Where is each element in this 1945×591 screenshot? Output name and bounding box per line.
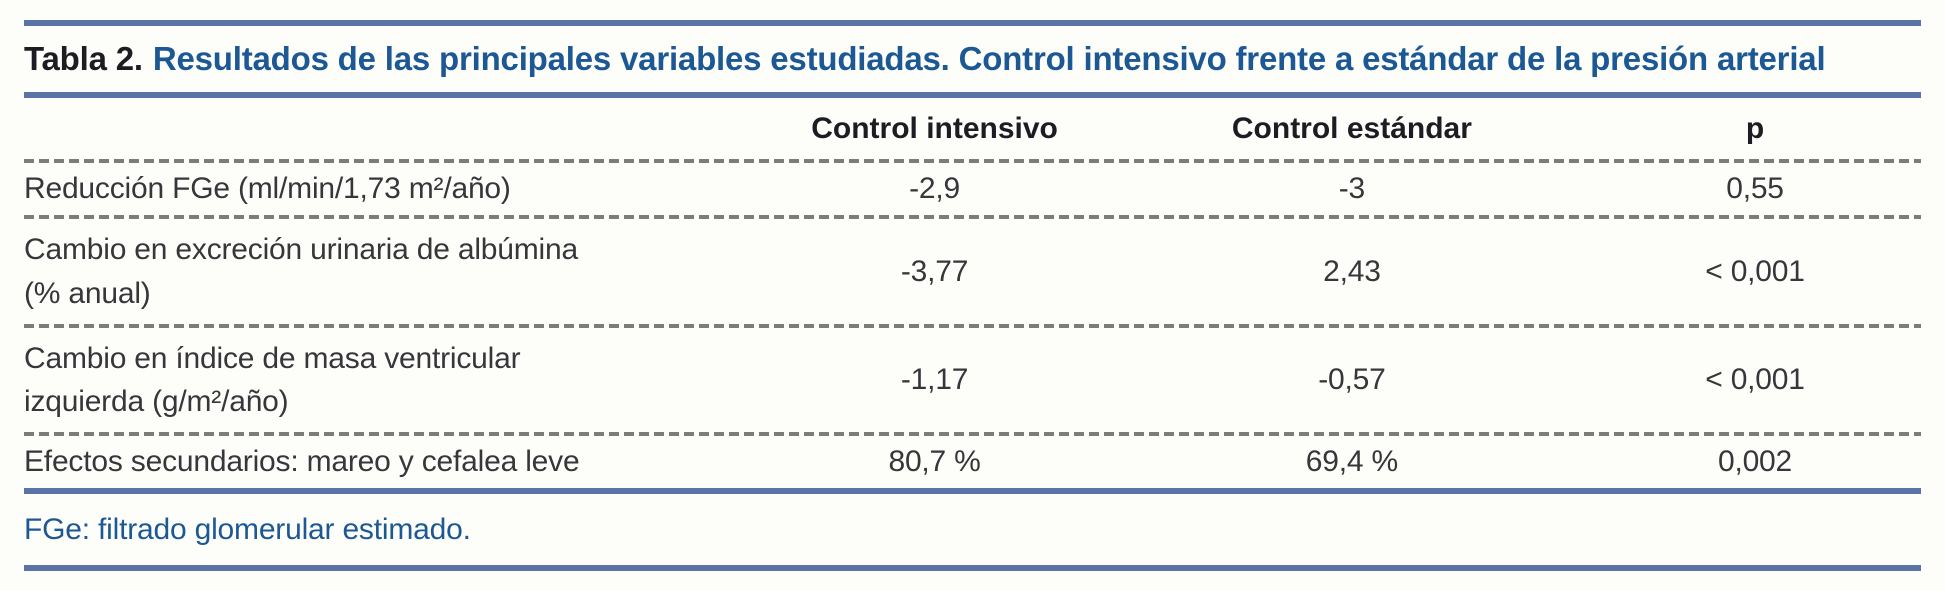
table-row: Cambio en índice de masa ventricular izq… — [24, 328, 1921, 432]
cell-estandar: -0,57 — [1318, 363, 1386, 396]
table-title: Tabla 2. Resultados de las principales v… — [24, 26, 1921, 92]
row-label: Cambio en excreción urinaria de albúmina… — [24, 233, 578, 310]
table-title-text: Resultados de las principales variables … — [152, 40, 1826, 77]
top-rule — [24, 20, 1921, 26]
cell-estandar: -3 — [1338, 172, 1366, 205]
table-row: Efectos secundarios: mareo y cefalea lev… — [24, 436, 1921, 488]
cell-intensivo: 80,7 % — [888, 445, 981, 478]
header-control-estandar: Control estándar — [1231, 111, 1472, 145]
row-separator — [24, 432, 1921, 436]
cell-p-value: 0,55 — [1726, 172, 1784, 205]
table-row: Cambio en excreción urinaria de albúmina… — [24, 219, 1921, 324]
header-p-value: p — [1745, 111, 1765, 145]
row-separator — [24, 324, 1921, 328]
row-label: Reducción FGe (ml/min/1,73 m²/año) — [24, 172, 511, 206]
cell-p-value: < 0,001 — [1705, 254, 1805, 288]
title-divider-rule — [24, 92, 1921, 98]
bottom-rule — [24, 565, 1921, 571]
row-separator — [24, 215, 1921, 219]
table-footnote: FGe: filtrado glomerular estimado. — [24, 494, 1921, 565]
cell-p-value: < 0,001 — [1705, 363, 1805, 396]
cell-intensivo: -3,77 — [900, 254, 969, 288]
cell-estandar: 69,4 % — [1305, 445, 1398, 478]
cell-estandar: 2,43 — [1323, 254, 1381, 288]
table-row: Reducción FGe (ml/min/1,73 m²/año) -2,9 … — [24, 163, 1921, 215]
row-separator — [24, 159, 1921, 163]
table-number: Tabla 2. — [24, 40, 143, 77]
row-label: Efectos secundarios: mareo y cefalea lev… — [24, 445, 580, 479]
header-control-intensivo: Control intensivo — [811, 111, 1058, 145]
table-bottom-rule — [24, 488, 1921, 494]
cell-intensivo: -2,9 — [909, 172, 960, 205]
table-header-row: Control intensivo Control estándar p — [24, 98, 1921, 159]
cell-intensivo: -1,17 — [900, 363, 969, 396]
cell-p-value: 0,002 — [1717, 445, 1793, 478]
footnote-text: FGe: filtrado glomerular estimado. — [24, 512, 471, 546]
row-label: Cambio en índice de masa ventricular izq… — [24, 341, 521, 419]
